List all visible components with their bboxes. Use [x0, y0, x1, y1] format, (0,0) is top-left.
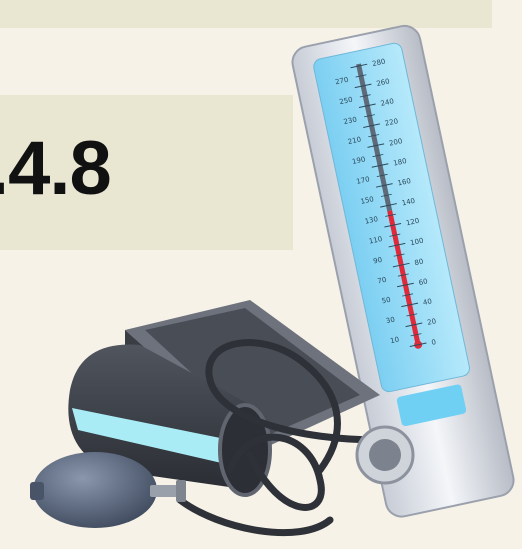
- value-card: [0, 95, 293, 250]
- pump-bulb: [30, 452, 186, 528]
- scale-minor-tick: [389, 233, 401, 237]
- monitor-case: 2802602402202001801601401201008060402002…: [291, 24, 515, 518]
- scale-label-right: 100: [410, 237, 425, 248]
- scale-label-left: 50: [381, 296, 391, 306]
- scale-label-left: 170: [356, 175, 371, 186]
- tubes: [176, 339, 384, 537]
- scale-label-right: 160: [397, 177, 412, 188]
- scale-label-right: 200: [388, 137, 403, 148]
- scale-tick: [371, 163, 389, 168]
- scale-label-left: 210: [347, 135, 362, 146]
- scale-minor-tick: [355, 74, 367, 78]
- scale-minor-tick: [410, 333, 422, 337]
- reading-value: .4.8: [0, 126, 112, 211]
- scale-label-right: 180: [393, 157, 408, 168]
- scale-tick: [354, 83, 372, 89]
- scale-label-right: 120: [405, 217, 420, 228]
- scale-label-left: 190: [351, 155, 366, 166]
- scale-minor-tick: [372, 154, 384, 158]
- scale-label-left: 150: [360, 195, 375, 206]
- scale-label-left: 70: [377, 276, 387, 286]
- scale-label-right: 260: [376, 77, 391, 88]
- scale-label-right: 60: [418, 277, 428, 287]
- scale-minor-tick: [385, 213, 397, 217]
- scale-label-left: 130: [364, 215, 379, 226]
- scale-tick: [350, 63, 368, 69]
- scale-label-left: 230: [343, 116, 358, 127]
- scale-label-left: 30: [385, 316, 395, 326]
- scale-tick: [380, 203, 397, 208]
- scale-label-right: 240: [380, 97, 395, 108]
- scale-tick: [375, 183, 393, 188]
- scale-tick: [388, 242, 406, 248]
- scale-minor-tick: [363, 114, 375, 118]
- scale-label-left: 10: [389, 335, 399, 345]
- scale-minor-tick: [397, 273, 409, 277]
- scale-tick: [405, 322, 423, 328]
- scale-tick: [409, 342, 427, 347]
- scale-minor-tick: [380, 193, 392, 197]
- scale-minor-tick: [406, 313, 418, 317]
- scale-minor-tick: [368, 134, 380, 138]
- scale-tick: [358, 103, 376, 109]
- scale-minor-tick: [402, 293, 414, 297]
- scale-label-left: 270: [334, 76, 349, 87]
- scale-minor-tick: [359, 94, 371, 98]
- scale-label-right: 0: [431, 338, 437, 347]
- scale-label-right: 140: [401, 197, 416, 208]
- scale-label-right: 20: [426, 317, 436, 327]
- scale-tick: [367, 143, 385, 148]
- scale-label-right: 80: [414, 257, 424, 267]
- top-banner: [0, 0, 492, 28]
- scale-label-right: 40: [422, 297, 432, 307]
- scale-tick: [363, 123, 380, 128]
- scale-label-right: 280: [371, 57, 386, 68]
- scale-tick: [384, 222, 402, 228]
- scale-minor-tick: [376, 173, 388, 178]
- scale-minor-tick: [393, 253, 405, 257]
- scale-tick: [392, 262, 410, 268]
- scale-label-left: 250: [339, 96, 354, 107]
- scale-label-left: 110: [368, 235, 383, 246]
- scale-tick: [397, 282, 414, 288]
- scale-label-left: 90: [373, 256, 383, 266]
- scale-label-right: 220: [384, 117, 399, 128]
- scale-tick: [401, 302, 419, 308]
